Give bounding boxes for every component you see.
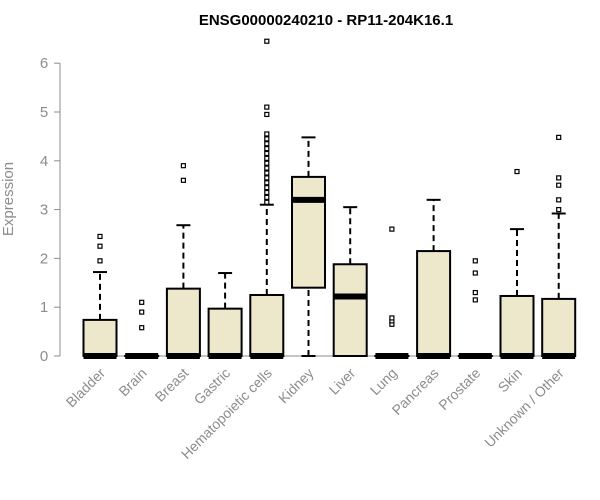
box-group bbox=[82, 233, 118, 359]
outlier-point bbox=[97, 233, 103, 240]
x-tick-label: Bladder bbox=[63, 365, 109, 411]
box-group bbox=[457, 258, 493, 359]
box-group bbox=[499, 168, 535, 359]
y-tick-label: 2 bbox=[40, 250, 48, 267]
outlier-point bbox=[139, 299, 145, 305]
box bbox=[207, 307, 243, 357]
outlier-point bbox=[264, 111, 270, 118]
chart-title: ENSG00000240210 - RP11-204K16.1 bbox=[199, 12, 453, 29]
x-tick-label: Skin bbox=[495, 365, 526, 396]
outlier-point bbox=[264, 146, 270, 152]
outlier-point bbox=[139, 325, 145, 331]
outlier-point bbox=[556, 175, 562, 181]
y-tick-label: 4 bbox=[40, 153, 48, 170]
outlier-point bbox=[556, 197, 562, 203]
outlier-point bbox=[264, 194, 270, 200]
box-group bbox=[332, 206, 368, 358]
box bbox=[291, 175, 326, 289]
outlier-point bbox=[264, 199, 270, 205]
outlier-point bbox=[264, 160, 270, 166]
outlier-point bbox=[264, 180, 270, 186]
outlier-point bbox=[389, 315, 395, 321]
y-tick-label: 6 bbox=[40, 55, 48, 72]
box-group bbox=[207, 272, 243, 359]
box bbox=[82, 318, 118, 357]
x-tick-label: Breast bbox=[152, 365, 192, 405]
x-tick-label: Liver bbox=[326, 365, 359, 398]
outlier-point bbox=[472, 258, 478, 264]
outlier-point bbox=[264, 165, 270, 171]
outlier-point bbox=[472, 289, 478, 296]
outlier-point bbox=[472, 297, 478, 303]
outlier-point bbox=[264, 141, 270, 147]
outlier-point bbox=[389, 226, 395, 232]
outlier-point bbox=[556, 182, 562, 188]
y-axis-label: Expression bbox=[0, 162, 17, 236]
y-tick-label: 1 bbox=[40, 299, 48, 316]
box bbox=[249, 294, 285, 357]
box-group bbox=[541, 134, 577, 359]
outlier-point bbox=[264, 150, 270, 157]
outlier-point bbox=[139, 309, 145, 315]
box-group bbox=[291, 136, 326, 357]
outlier-point bbox=[264, 104, 270, 110]
box-series bbox=[82, 38, 577, 359]
outlier-point bbox=[264, 170, 270, 176]
y-tick-label: 0 bbox=[40, 348, 48, 365]
box-group bbox=[124, 299, 160, 359]
outlier-point bbox=[264, 131, 270, 137]
box bbox=[332, 263, 368, 358]
box-group bbox=[249, 38, 285, 359]
outlier-point bbox=[472, 270, 478, 276]
box-group bbox=[374, 226, 410, 359]
outlier-point bbox=[264, 136, 270, 142]
outlier-point bbox=[556, 207, 562, 213]
box-group bbox=[416, 198, 452, 359]
outlier-point bbox=[97, 258, 103, 264]
box bbox=[499, 294, 535, 358]
box-group bbox=[165, 163, 201, 359]
box bbox=[165, 287, 201, 358]
x-tick-label: Prostate bbox=[435, 365, 483, 413]
box bbox=[416, 250, 452, 357]
x-tick-label: Brain bbox=[115, 365, 149, 399]
outlier-point bbox=[180, 177, 186, 183]
outlier-point bbox=[264, 155, 270, 161]
y-tick-label: 3 bbox=[40, 202, 48, 219]
outlier-point bbox=[180, 163, 186, 169]
outlier-point bbox=[264, 185, 270, 191]
outlier-point bbox=[556, 134, 562, 140]
x-tick-label: Kidney bbox=[275, 365, 317, 407]
x-tick-label: Unknown / Other bbox=[481, 365, 567, 451]
y-tick-label: 5 bbox=[40, 104, 48, 121]
outlier-point bbox=[264, 175, 270, 181]
x-tick-label: Lung bbox=[367, 365, 400, 398]
box bbox=[541, 297, 577, 357]
outlier-point bbox=[97, 243, 103, 249]
outlier-point bbox=[264, 38, 270, 44]
outlier-point bbox=[514, 168, 520, 175]
outlier-point bbox=[264, 189, 270, 196]
